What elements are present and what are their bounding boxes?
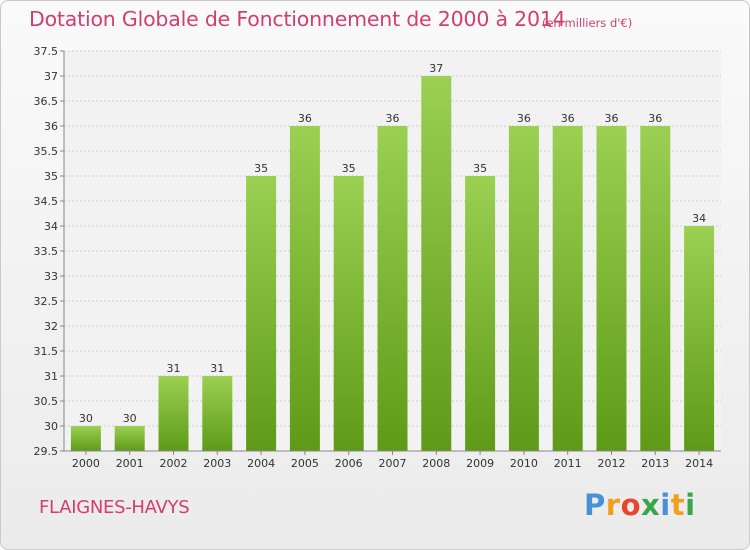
data-label: 35 — [473, 162, 487, 175]
x-tick-label: 2014 — [685, 457, 713, 470]
chart-title: Dotation Globale de Fonctionnement de 20… — [29, 7, 566, 31]
logo-letter: o — [620, 488, 642, 522]
y-tick-label: 30.5 — [34, 395, 59, 408]
bar-2002 — [158, 376, 189, 451]
x-tick-label: 2006 — [335, 457, 363, 470]
bar-2007 — [377, 126, 408, 451]
data-label: 31 — [210, 362, 224, 375]
data-label: 34 — [692, 212, 706, 225]
y-tick-label: 31.5 — [34, 345, 59, 358]
data-label: 31 — [167, 362, 181, 375]
data-label: 30 — [123, 412, 137, 425]
bar-2004 — [246, 176, 277, 451]
y-tick-label: 33 — [44, 270, 58, 283]
unit-note: (en milliers d'€) — [542, 16, 633, 30]
data-label: 35 — [342, 162, 356, 175]
x-tick-label: 2005 — [291, 457, 319, 470]
y-tick-label: 34.5 — [34, 195, 59, 208]
bar-2012 — [596, 126, 627, 451]
bar-2000 — [70, 426, 101, 451]
bar-2010 — [508, 126, 539, 451]
x-tick-label: 2011 — [554, 457, 582, 470]
x-tick-label: 2007 — [379, 457, 407, 470]
logo-letter: P — [584, 488, 606, 522]
bar-2001 — [114, 426, 145, 451]
x-tick-label: 2009 — [466, 457, 494, 470]
bar-2011 — [552, 126, 583, 451]
x-tick-label: 2008 — [422, 457, 450, 470]
x-tick-label: 2013 — [641, 457, 669, 470]
bar-2009 — [465, 176, 496, 451]
x-tick-label: 2004 — [247, 457, 275, 470]
data-label: 36 — [561, 112, 575, 125]
bar-2005 — [289, 126, 320, 451]
y-tick-label: 36.5 — [34, 95, 59, 108]
y-tick-label: 30 — [44, 420, 58, 433]
proxiti-logo[interactable]: Proxiti — [584, 488, 696, 522]
y-tick-label: 35.5 — [34, 145, 59, 158]
logo-letter: i — [685, 488, 696, 522]
bar-2013 — [640, 126, 671, 451]
logo-letter: i — [660, 488, 671, 522]
y-tick-label: 29.5 — [34, 445, 59, 458]
y-tick-label: 37 — [44, 70, 58, 83]
y-tick-label: 35 — [44, 170, 58, 183]
logo-letter: r — [605, 488, 621, 522]
data-label: 36 — [298, 112, 312, 125]
x-tick-label: 2000 — [72, 457, 100, 470]
data-label: 36 — [386, 112, 400, 125]
y-tick-label: 32 — [44, 320, 58, 333]
bar-2008 — [421, 76, 452, 451]
y-tick-label: 33.5 — [34, 245, 59, 258]
y-tick-label: 37.5 — [34, 45, 59, 58]
data-label: 37 — [429, 62, 443, 75]
logo-letter: t — [670, 488, 686, 522]
bar-2006 — [333, 176, 364, 451]
data-label: 36 — [648, 112, 662, 125]
data-label: 36 — [605, 112, 619, 125]
y-tick-label: 32.5 — [34, 295, 59, 308]
data-label: 30 — [79, 412, 93, 425]
logo-letter: x — [641, 488, 661, 522]
commune-name: FLAIGNES-HAVYS — [39, 497, 190, 518]
data-label: 35 — [254, 162, 268, 175]
x-tick-label: 2012 — [598, 457, 626, 470]
x-tick-label: 2002 — [160, 457, 188, 470]
x-tick-label: 2001 — [116, 457, 144, 470]
y-tick-label: 31 — [44, 370, 58, 383]
bar-2014 — [684, 226, 715, 451]
x-tick-label: 2010 — [510, 457, 538, 470]
bar-2003 — [202, 376, 233, 451]
y-tick-label: 34 — [44, 220, 58, 233]
x-tick-label: 2003 — [203, 457, 231, 470]
data-label: 36 — [517, 112, 531, 125]
y-tick-label: 36 — [44, 120, 58, 133]
